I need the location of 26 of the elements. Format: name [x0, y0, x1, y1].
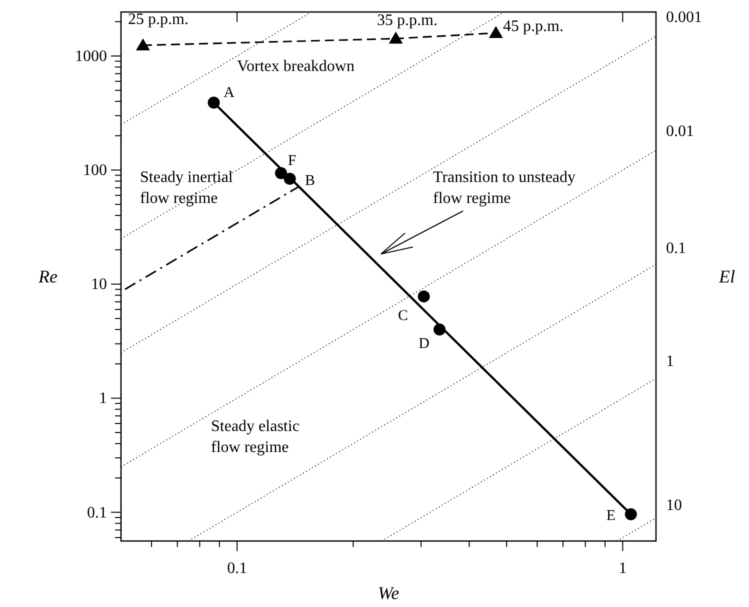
annotation: D	[418, 336, 430, 352]
annotation: Transition to unsteady flow regime	[433, 169, 576, 207]
annotation: 35 p.p.m.	[377, 12, 438, 29]
annotation: E	[606, 508, 616, 524]
annotation: Steady elastic flow regime	[211, 418, 300, 456]
y-tick-label: 100	[83, 162, 107, 180]
text: 1	[666, 353, 674, 370]
text: 0.001	[666, 9, 702, 26]
y2-axis-title: El	[718, 266, 735, 286]
y-tick-label: 1	[99, 390, 107, 408]
text: 0.1	[666, 240, 686, 257]
annotation: 25 p.p.m.	[128, 11, 188, 28]
text: 0.01	[666, 123, 694, 140]
annotation: A	[224, 85, 235, 101]
y-axis-title: Re	[38, 266, 58, 286]
annotation: C	[398, 308, 408, 324]
annotation: 45 p.p.m.	[503, 18, 564, 35]
y-tick-label: 1000	[75, 48, 107, 65]
text: 10	[666, 497, 682, 514]
y-tick-label: 10	[91, 276, 107, 294]
x-axis-title: We	[378, 583, 400, 603]
annotation: F	[288, 153, 296, 169]
annotation: Vortex breakdown	[237, 58, 354, 75]
annotation: Steady inertial flow regime	[140, 169, 234, 207]
y-tick-label: 0.1	[87, 504, 107, 522]
annotation: B	[304, 173, 316, 189]
